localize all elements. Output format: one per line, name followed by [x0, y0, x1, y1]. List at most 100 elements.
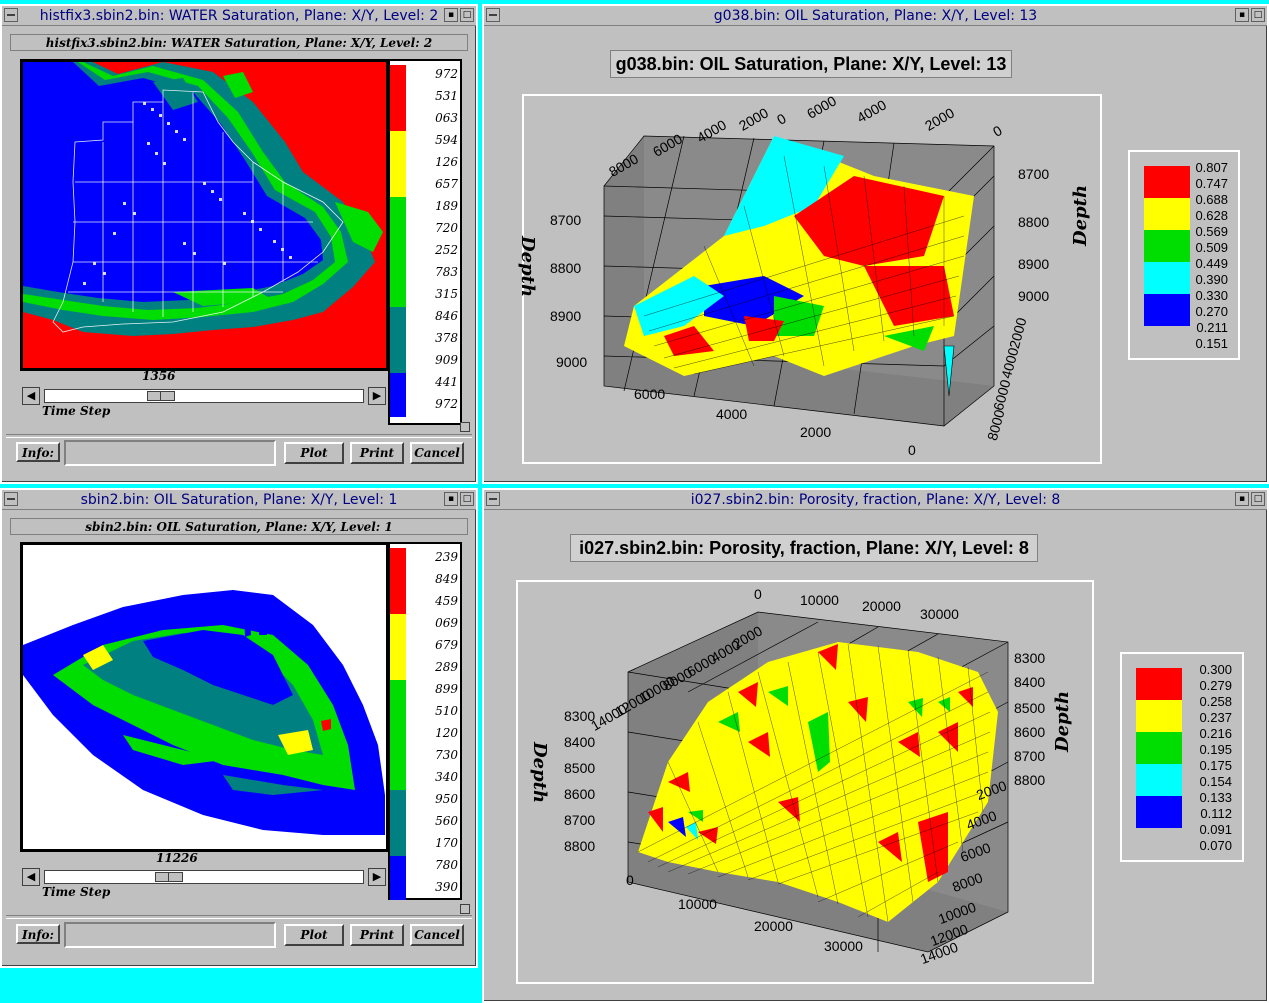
window-menu-button[interactable] — [4, 492, 18, 506]
maximize-button[interactable]: □ — [460, 492, 474, 506]
axis-label: Depth — [529, 742, 550, 804]
resize-handle[interactable] — [460, 904, 470, 914]
maximize-button[interactable]: □ — [1251, 492, 1265, 506]
legend-swatch — [390, 724, 406, 746]
minimize-button[interactable]: ▪ — [1235, 492, 1249, 506]
slider-left-arrow[interactable]: ◀ — [22, 868, 40, 886]
tick-label: 8900 — [1018, 256, 1050, 272]
legend-swatch — [1144, 230, 1190, 262]
legend-label: 720 — [435, 221, 458, 235]
print-button[interactable]: Print — [350, 924, 404, 946]
info-field[interactable] — [64, 440, 276, 466]
legend-label: 289 — [435, 660, 458, 674]
legend-swatch — [390, 219, 406, 241]
legend-label: 846 — [435, 309, 458, 323]
legend-label: 657 — [435, 177, 458, 191]
axis-label: Depth — [517, 236, 538, 298]
legend-label: 531 — [435, 89, 458, 103]
print-button[interactable]: Print — [350, 442, 404, 464]
tick-label: 10000 — [800, 592, 839, 608]
info-input[interactable] — [66, 442, 274, 464]
legend-value: 0.091 — [1199, 822, 1232, 837]
titlebar[interactable]: sbin2.bin: OIL Saturation, Plane: X/Y, L… — [2, 490, 476, 510]
legend-swatch — [390, 746, 406, 768]
legend-value: 0.154 — [1199, 774, 1232, 789]
slider-value: 1356 — [142, 369, 176, 383]
legend-swatch — [1136, 668, 1182, 700]
legend-swatch — [1136, 796, 1182, 828]
legend-swatch — [390, 614, 406, 636]
legend-label: 239 — [435, 550, 458, 564]
legend-swatch — [390, 790, 406, 812]
slider-left-arrow[interactable]: ◀ — [22, 387, 40, 405]
water-saturation-legend: 972 531 063 594 126 657 189 720 252 783 315 846 378 9… — [388, 59, 462, 425]
slider-label: Time Step — [42, 885, 111, 899]
window-oil-saturation-map: sbin2.bin: OIL Saturation, Plane: X/Y, L… — [0, 488, 478, 968]
titlebar[interactable]: i027.sbin2.bin: Porosity, fraction, Plan… — [484, 490, 1267, 510]
legend-label: 441 — [435, 375, 458, 389]
titlebar[interactable]: histfix3.sbin2.bin: WATER Saturation, Pl… — [2, 6, 476, 26]
maximize-button[interactable]: □ — [460, 8, 474, 22]
oil-saturation-map[interactable] — [20, 542, 389, 852]
info-label: Info: — [16, 924, 60, 944]
plot-button[interactable]: Plot — [284, 924, 344, 946]
tick-label: 8800 — [564, 838, 596, 854]
legend-swatch — [390, 263, 406, 285]
slider-trough[interactable] — [44, 870, 364, 884]
minimize-button[interactable]: ▪ — [444, 492, 458, 506]
legend-swatch — [390, 878, 406, 900]
slider-thumb[interactable] — [155, 872, 184, 882]
slider-trough[interactable] — [44, 389, 364, 403]
cancel-button[interactable]: Cancel — [410, 442, 464, 464]
tick-label: 8800 — [1018, 214, 1050, 230]
legend-value: 0.258 — [1199, 694, 1232, 709]
legend-swatch — [390, 197, 406, 219]
legend-swatch — [390, 153, 406, 175]
tick-label: 8700 — [1018, 166, 1050, 182]
slider-thumb[interactable] — [146, 391, 175, 401]
separator — [6, 915, 472, 919]
tick-label: 8400 — [1014, 674, 1046, 690]
porosity-3d-plot[interactable]: 0 10000 20000 30000 2000 4000 6000 8000 10000 120… — [516, 580, 1094, 984]
info-input[interactable] — [66, 924, 274, 946]
tick-label: 8700 — [1014, 748, 1046, 764]
window-porosity-3d: i027.sbin2.bin: Porosity, fraction, Plan… — [482, 488, 1269, 1003]
tick-label: 0 — [626, 872, 634, 888]
legend-label: 909 — [435, 353, 458, 367]
cancel-button[interactable]: Cancel — [410, 924, 464, 946]
axis-label: Depth — [1052, 690, 1073, 752]
window-menu-button[interactable] — [486, 492, 500, 506]
tick-label: 8300 — [1014, 650, 1046, 666]
time-step-slider[interactable]: ◀ ▶ — [22, 868, 388, 886]
water-saturation-map[interactable] — [20, 59, 389, 371]
minimize-button[interactable]: ▪ — [1235, 8, 1249, 22]
window-menu-button[interactable] — [486, 8, 500, 22]
legend-label: 560 — [435, 814, 458, 828]
titlebar[interactable]: g038.bin: OIL Saturation, Plane: X/Y, Le… — [484, 6, 1267, 26]
legend-value: 0.070 — [1199, 838, 1232, 853]
maximize-button[interactable]: □ — [1251, 8, 1265, 22]
time-step-slider[interactable]: ◀ ▶ — [22, 387, 388, 405]
slider-right-arrow[interactable]: ▶ — [368, 868, 386, 886]
legend-swatch — [390, 87, 406, 109]
resize-handle[interactable] — [460, 422, 470, 432]
tick-label: 20000 — [862, 598, 901, 614]
legend-label: 069 — [435, 616, 458, 630]
window-title: g038.bin: OIL Saturation, Plane: X/Y, Le… — [713, 8, 1038, 24]
tick-label: 10000 — [678, 896, 717, 912]
minimize-button[interactable]: ▪ — [444, 8, 458, 22]
plot-button[interactable]: Plot — [284, 442, 344, 464]
legend-value: 0.216 — [1199, 726, 1232, 741]
legend-swatch — [390, 570, 406, 592]
legend-label: 170 — [435, 836, 458, 850]
axis-label: Depth — [1070, 184, 1091, 246]
slider-right-arrow[interactable]: ▶ — [368, 387, 386, 405]
oil-saturation-3d-plot[interactable]: 8000 6000 4000 2000 0 6000 4000 2000 0 8700 8800 89… — [517, 92, 1102, 464]
info-field[interactable] — [64, 922, 276, 948]
legend-label: 459 — [435, 594, 458, 608]
window-title: histfix3.sbin2.bin: WATER Saturation, Pl… — [39, 8, 439, 24]
legend-value: 0.270 — [1195, 304, 1228, 319]
window-menu-button[interactable] — [4, 8, 18, 22]
legend-swatch — [390, 548, 406, 570]
grid-map-image — [23, 545, 386, 849]
